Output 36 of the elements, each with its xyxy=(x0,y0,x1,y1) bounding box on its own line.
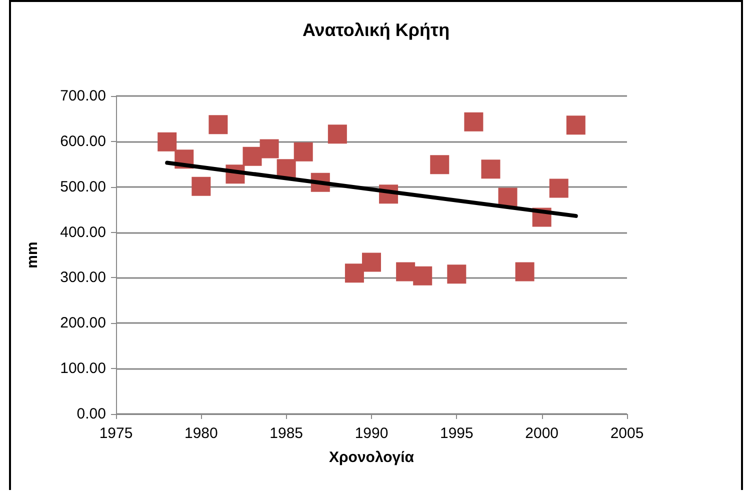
chart-title: Ανατολική Κρήτη xyxy=(302,20,450,40)
x-axis-title: Χρονολογία xyxy=(328,449,415,466)
y-tick-label: 300.00 xyxy=(60,269,106,286)
point xyxy=(430,155,450,174)
point xyxy=(481,160,500,179)
point xyxy=(294,142,313,162)
point xyxy=(344,264,364,283)
y-tick-label: 400.00 xyxy=(60,224,106,241)
point xyxy=(549,178,568,198)
x-tick-label: 1995 xyxy=(440,425,474,442)
point xyxy=(158,132,177,152)
y-tick-label: 200.00 xyxy=(60,314,106,332)
point xyxy=(192,176,211,196)
point xyxy=(396,262,416,282)
point xyxy=(208,115,228,134)
point xyxy=(362,252,381,272)
y-tick-label: 500.00 xyxy=(60,178,106,196)
point xyxy=(413,266,432,286)
x-tick-label: 1980 xyxy=(184,425,218,442)
y-tick-label: 100.00 xyxy=(60,360,106,378)
x-tick-label: 2000 xyxy=(525,425,559,442)
y-tick-label: 700.00 xyxy=(60,88,106,104)
point xyxy=(447,264,466,284)
point xyxy=(328,124,347,144)
x-tick-label: 1985 xyxy=(270,425,304,442)
x-tick-label: 1990 xyxy=(354,425,388,442)
y-axis-title: mm xyxy=(24,242,41,268)
x-tick-label: 1975 xyxy=(99,425,133,442)
point xyxy=(566,116,586,135)
y-tick-label: 600.00 xyxy=(60,132,106,150)
point xyxy=(464,112,484,132)
point xyxy=(260,139,279,158)
point xyxy=(515,262,534,282)
point xyxy=(242,146,262,166)
x-tick-label: 2005 xyxy=(610,425,644,442)
y-tick-label: 0.00 xyxy=(76,406,106,422)
